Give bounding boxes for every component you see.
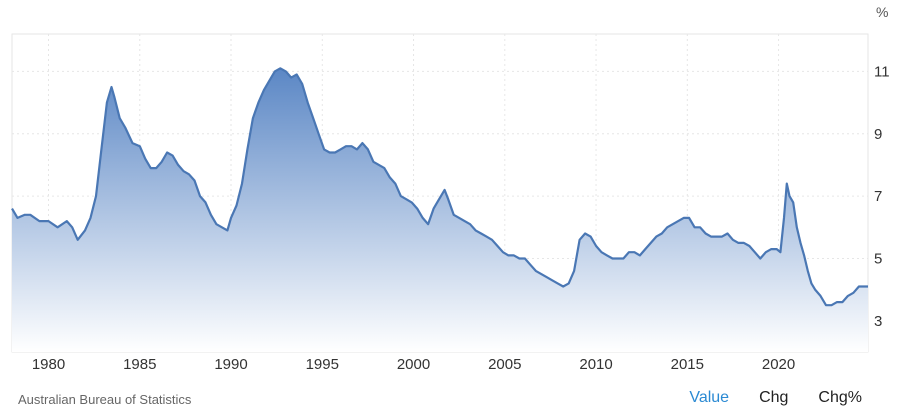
y-tick-label: 7 — [874, 188, 882, 205]
tab-value[interactable]: Value — [689, 389, 730, 406]
x-tick-label: 2020 — [762, 356, 795, 373]
x-tick-label: 1995 — [306, 356, 339, 373]
x-tick-label: 2015 — [671, 356, 704, 373]
y-axis-tick-labels: 3 5 7 9 11 — [874, 63, 890, 329]
tab-chg[interactable]: Chg — [759, 389, 789, 406]
x-axis-tick-labels: 1980 1985 1990 1995 2000 2005 2010 2015 2020 — [32, 356, 795, 373]
x-tick-label: 2005 — [488, 356, 521, 373]
unit-label: % — [876, 4, 888, 20]
x-tick-label: 2010 — [579, 356, 612, 373]
source-label: Australian Bureau of Statistics — [18, 392, 192, 407]
x-tick-label: 1990 — [214, 356, 247, 373]
tab-chg-percent[interactable]: Chg% — [818, 389, 862, 406]
y-tick-label: 9 — [874, 126, 882, 143]
x-tick-label: 1985 — [123, 356, 156, 373]
y-tick-label: 3 — [874, 313, 882, 330]
area-fill — [12, 68, 868, 353]
x-tick-label: 2000 — [397, 356, 430, 373]
chart-footer: Australian Bureau of Statistics Value Ch… — [0, 388, 900, 412]
series-line — [11, 67, 868, 307]
x-tick-label: 1980 — [32, 356, 65, 373]
y-tick-label: 11 — [874, 63, 890, 80]
y-tick-label: 5 — [874, 250, 882, 267]
view-tabs: Value Chg Chg% — [659, 389, 862, 407]
